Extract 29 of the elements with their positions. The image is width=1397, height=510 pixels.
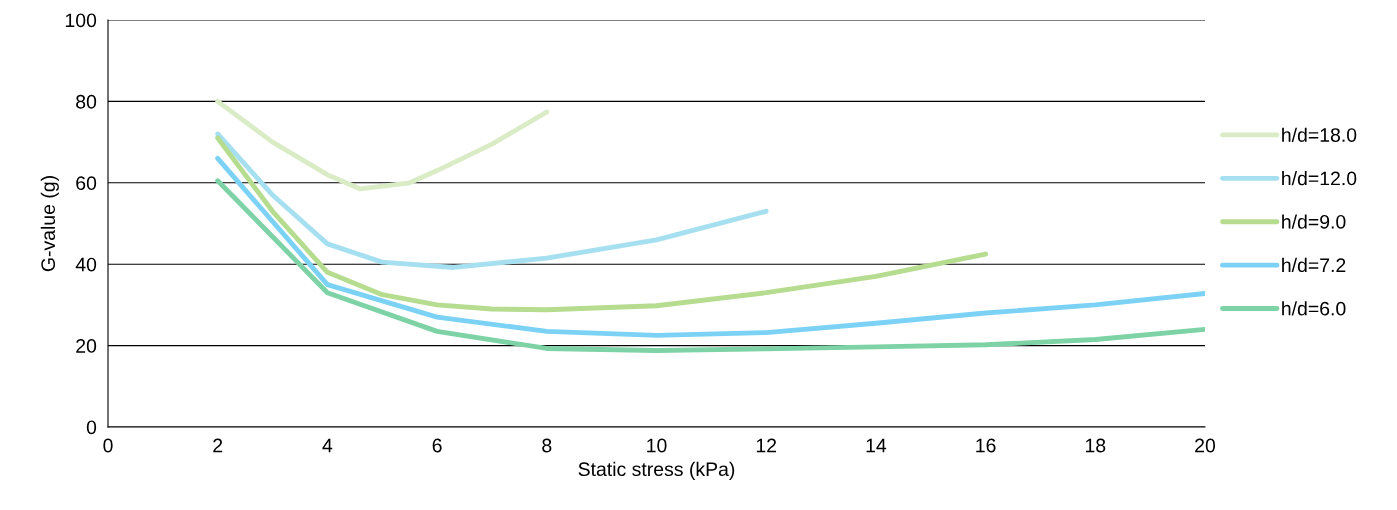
y-tick-label: 60	[76, 176, 97, 191]
legend-label: h/d=7.2	[1282, 257, 1346, 273]
x-tick-label: 6	[432, 438, 442, 453]
y-tick-label: 20	[76, 339, 97, 353]
line-series	[215, 131, 769, 270]
y-tick-label: 0	[86, 420, 97, 435]
y-axis-title: G-value (g)	[40, 176, 59, 272]
y-tick-label: 80	[76, 94, 97, 109]
legend-label: h/d=12.0	[1282, 171, 1357, 186]
legend-label: h/d=18.0	[1282, 127, 1357, 142]
line-series	[215, 155, 1205, 338]
x-tick-label: 2	[213, 438, 223, 453]
x-tick-label: 16	[976, 438, 996, 453]
y-tick-label: 100	[65, 13, 97, 28]
line-series	[215, 135, 989, 313]
x-tick-label: 4	[322, 438, 333, 453]
x-tick-label: 8	[542, 438, 552, 453]
x-tick-label: 12	[756, 438, 777, 453]
x-tick-label: 14	[866, 438, 887, 453]
legend-label: h/d=6.0	[1282, 301, 1346, 316]
legend-label: h/d=9.0	[1282, 214, 1346, 229]
line-series	[215, 178, 1205, 353]
x-axis-title: Static stress (kPa)	[578, 461, 735, 480]
y-tick-label: 40	[75, 257, 97, 272]
line-series	[215, 98, 550, 192]
x-tick-label: 20	[1195, 438, 1216, 453]
x-tick-label: 10	[647, 438, 667, 453]
x-tick-label: 18	[1085, 438, 1106, 453]
x-tick-label: 0	[103, 438, 113, 453]
